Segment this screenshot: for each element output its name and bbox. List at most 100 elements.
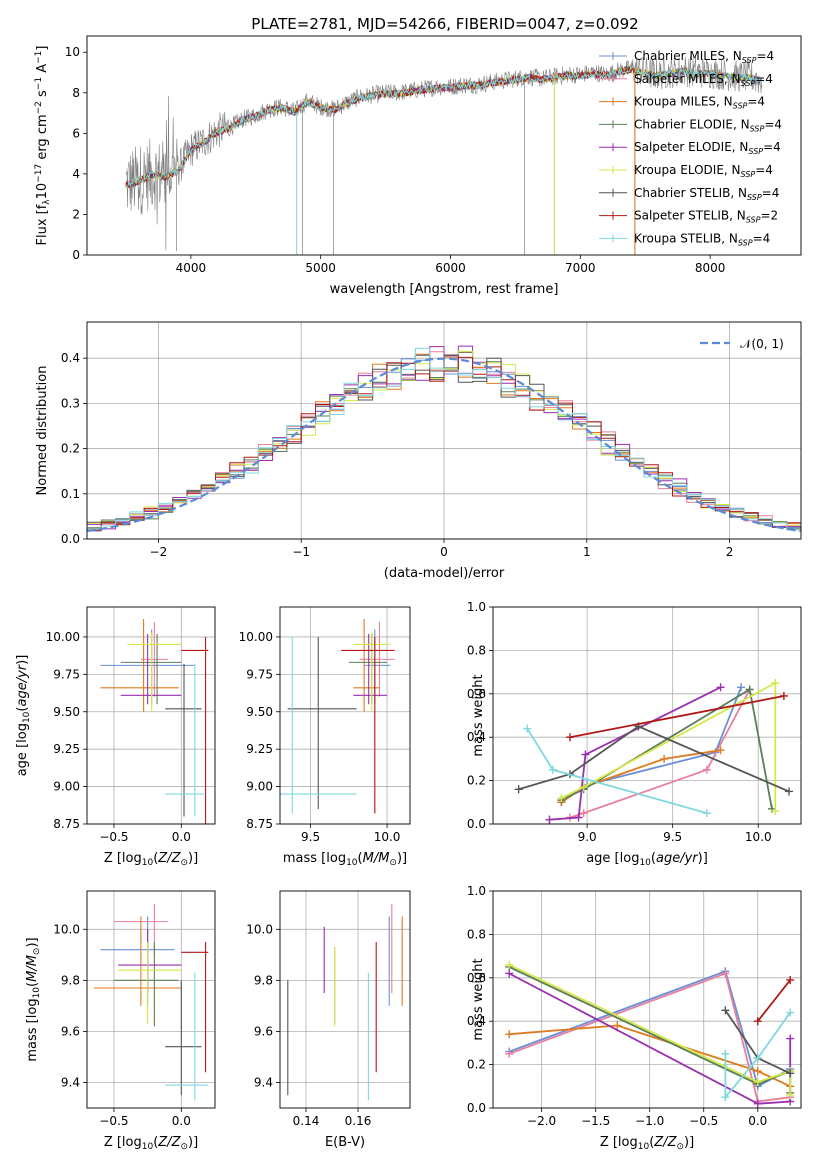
y-axis-label-part: A	[35, 64, 50, 77]
y-tick-label: 0.0	[61, 532, 80, 546]
x-tick-label: 9.0	[578, 830, 597, 844]
figure-title: PLATE=2781, MJD=54266, FIBERID=0047, z=0…	[251, 15, 638, 33]
series-marker-salpeter_stelib	[753, 1017, 762, 1026]
y-tick-label: 0.4	[467, 730, 486, 744]
age_vs_z-plot-area	[87, 607, 215, 824]
x-tick-label: 9.5	[663, 830, 682, 844]
normal-curve	[87, 357, 801, 533]
legend-label: Kroupa MILES, NSSP=4	[634, 95, 765, 111]
y-tick-label: 2	[72, 207, 80, 221]
x-axis-label-part: 10	[142, 858, 154, 868]
weight_vs_z-panel: −2.0 −1.5 −1.0 −0.5 0.0 0.0 0.2 0.4 0.6 0.8 1.0 mas…	[467, 884, 802, 1152]
x-axis-label-part: 10	[638, 1142, 650, 1152]
axes-frame	[492, 606, 802, 825]
series-marker-salpeter_miles	[579, 809, 588, 818]
axes-frame	[279, 606, 411, 825]
mass_vs_ebv-plot-area	[280, 891, 410, 1108]
series-marker-kroupa_elodie	[771, 678, 780, 687]
x-axis-label: mass [log10(M/M⊙)]	[283, 851, 407, 868]
y-axis-label: age [log10(age/yr)]	[15, 655, 32, 777]
x-tick-label: 10.0	[374, 830, 401, 844]
series-line-salpeter_miles	[508, 972, 791, 1103]
age_vs_mass-panel: 9.5 10.0 8.75 9.00 9.25 9.50 9.75 10.00 mass [lo…	[239, 606, 411, 868]
legend-label-sub: SSP	[750, 124, 765, 133]
hist-kroupa_stelib	[87, 347, 801, 539]
x-axis-label-part: Z [log	[600, 1135, 638, 1150]
weight_vs_age-panel: 9.0 9.5 10.0 0.0 0.2 0.4 0.6 0.8 1.0 mass weight a…	[467, 600, 802, 868]
series-marker-salpeter_miles	[702, 765, 711, 774]
y-tick-label: 9.8	[61, 973, 80, 987]
x-axis-label-part: (	[153, 1135, 158, 1150]
y-axis-label: Flux [fλ10−17 erg cm−2 s−1 A−1]	[34, 46, 52, 246]
series-marker-kroupa_elodie	[557, 793, 566, 802]
y-tick-label: 1.0	[467, 600, 486, 614]
x-axis-label-part: )]	[188, 851, 198, 866]
legend-label-sub: SSP	[742, 56, 757, 65]
legend-label-sub: SSP	[741, 170, 756, 179]
y-tick-label: 0.4	[61, 351, 80, 365]
y-axis-label-part: age/yr	[15, 663, 30, 706]
x-axis-label-part: (data-model)/error	[384, 566, 505, 581]
y-axis-label-part: (	[15, 707, 30, 712]
legend-label-main: Salpeter STELIB, N	[634, 209, 746, 223]
series-line-salpeter_miles	[569, 689, 751, 819]
legend-label-main: Chabrier ELODIE, N	[634, 117, 750, 131]
y-tick-label: 0.3	[61, 396, 80, 410]
series-marker-kroupa_miles	[660, 754, 669, 763]
series-marker-salpeter_elodie	[545, 815, 554, 824]
y-tick-label: 10.0	[53, 922, 80, 936]
series-marker-kroupa_stelib	[702, 809, 711, 818]
x-tick-label: −1.0	[635, 1114, 664, 1128]
y-tick-label: 9.6	[61, 1024, 80, 1038]
y-tick-label: 8	[72, 86, 80, 100]
series-line-chabrier_stelib	[518, 725, 790, 793]
y-tick-label: 10.00	[239, 630, 273, 644]
y-axis-label: mass weight	[471, 958, 486, 1040]
x-axis-label-part: 10	[142, 1142, 154, 1152]
legend-label-tail: =4	[755, 72, 773, 86]
x-axis-label-part: Z/Z	[157, 1135, 181, 1150]
axes-frame	[86, 321, 802, 540]
y-axis-label-part: 10	[35, 183, 50, 200]
x-tick-label: −0.5	[689, 1114, 718, 1128]
x-axis-label-part: age [log	[586, 851, 639, 866]
series-marker-chabrier_miles	[737, 683, 746, 692]
series-marker-kroupa_elodie	[786, 1090, 795, 1099]
y-axis-label-part: 10	[32, 987, 42, 999]
y-tick-label: 9.50	[246, 705, 273, 719]
y-tick-label: 4	[72, 167, 80, 181]
series-marker-chabrier_stelib	[514, 785, 523, 794]
series-marker-chabrier_stelib	[721, 1006, 730, 1015]
age_vs_mass-plot-area	[280, 607, 410, 824]
x-tick-label: 0.14	[293, 1114, 320, 1128]
x-tick-label: 8000	[695, 261, 726, 275]
series-marker-kroupa_miles	[613, 1021, 622, 1030]
y-tick-label: 9.8	[254, 973, 273, 987]
y-tick-label: 0.8	[467, 927, 486, 941]
x-tick-label: 1	[583, 545, 591, 559]
spectrum-model-salpeter_stelib	[125, 66, 636, 189]
y-axis-label-part: )]	[15, 655, 30, 665]
x-axis-label-part: Z [log	[104, 1135, 142, 1150]
y-axis-label-part: ⊙	[32, 948, 42, 956]
x-axis-label: Z [log10(Z/Z⊙)]	[104, 1135, 198, 1152]
y-axis-label-part: −17	[34, 164, 44, 183]
x-tick-label: −2	[150, 545, 168, 559]
x-tick-label: 0.0	[172, 1114, 191, 1128]
x-axis-label-part: Z/Z	[653, 1135, 677, 1150]
axes-frame	[86, 890, 216, 1109]
y-tick-label: 0.8	[467, 643, 486, 657]
x-axis-label-part: Z [log	[104, 851, 142, 866]
y-tick-label: 0.1	[61, 487, 80, 501]
x-axis-label-part: wavelength [Angstrom, rest frame]	[330, 282, 559, 297]
legend-label-tail: =4	[747, 95, 765, 109]
y-axis-label-part: mass weight	[471, 958, 486, 1040]
x-tick-label: −2.0	[527, 1114, 556, 1128]
x-axis-label-part: ⊙	[389, 858, 397, 868]
x-axis-label-part: (	[651, 851, 656, 866]
axes-frame	[86, 35, 802, 256]
y-axis-label: mass [log10(M/M⊙)]	[25, 937, 42, 1061]
legend-label: Kroupa STELIB, NSSP=4	[634, 231, 770, 247]
